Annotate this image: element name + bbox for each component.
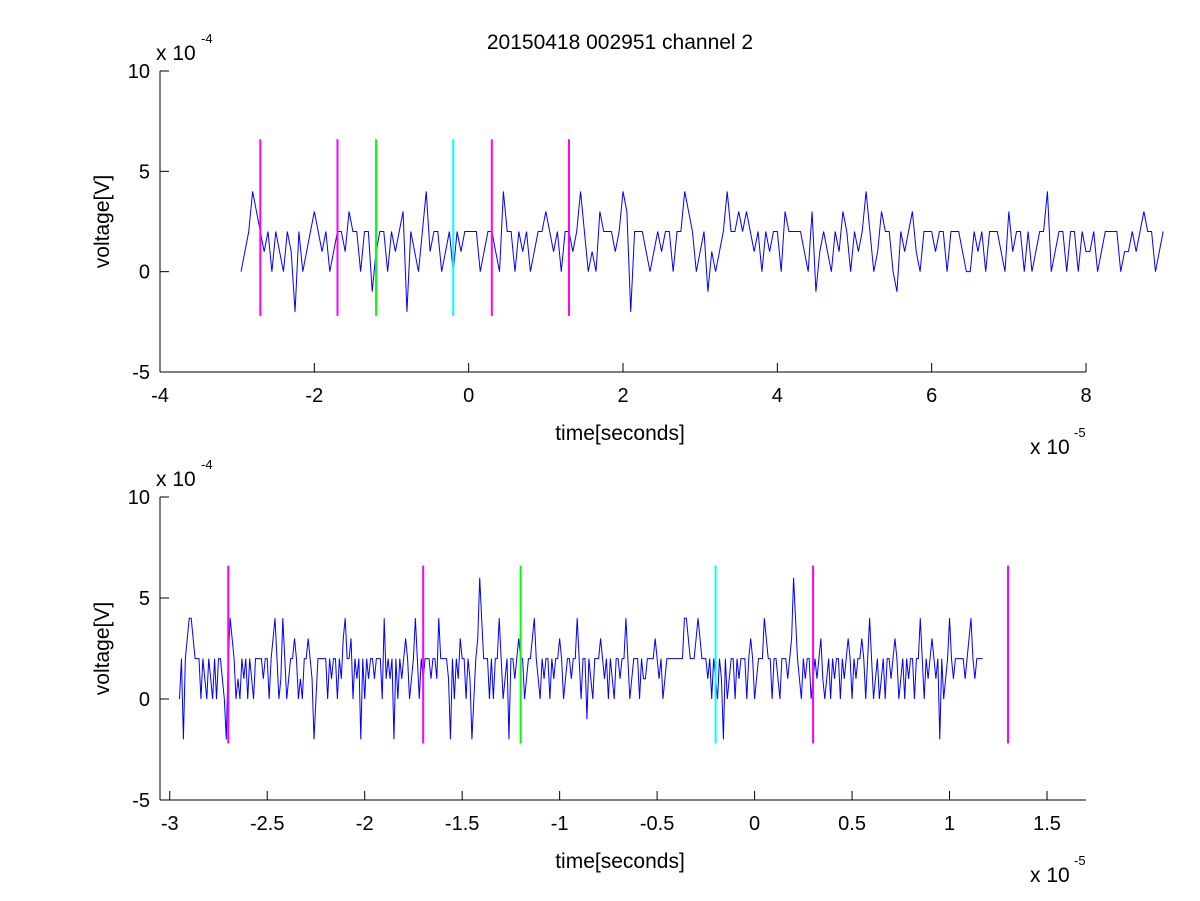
x-tick-label: 8 [1080, 385, 1091, 407]
y-axis-label: voltage[V] [91, 175, 114, 268]
y-tick-label: 0 [139, 689, 150, 711]
y-tick-label: 5 [139, 588, 150, 610]
x-exponent-power: -5 [1074, 425, 1086, 440]
x-tick-label: 0 [463, 385, 474, 407]
x-axis-label: time[seconds] [555, 422, 685, 445]
x-tick-label: 1.5 [1033, 813, 1061, 835]
x-tick-label: 0 [749, 813, 760, 835]
x-tick-label: -2 [305, 385, 323, 407]
signal-series [178, 577, 983, 740]
x-tick-label: -2.5 [250, 813, 284, 835]
bottom-plot-panel: -3 -2.5 -2 -1.5 -1 -0.5 0 0.5 1 1.5 -5 0 5 10 time[sec… [91, 457, 1086, 887]
x-tick-label: 1 [944, 813, 955, 835]
y-axis-label: voltage[V] [91, 602, 114, 695]
y-exponent-label: x 10 [156, 42, 196, 65]
y-exponent-power: -4 [201, 31, 213, 46]
x-tick-label: 4 [772, 385, 783, 407]
x-tick-label: -0.5 [640, 813, 674, 835]
y-tick-label: 10 [128, 487, 150, 509]
x-tick-label: 6 [926, 385, 937, 407]
x-axis-label: time[seconds] [555, 850, 685, 873]
x-tick-label: 2 [617, 385, 628, 407]
x-exponent-label: x 10 [1030, 864, 1070, 887]
x-tick-label: -3 [161, 813, 179, 835]
y-tick-label: 5 [139, 161, 150, 183]
y-tick-label: -5 [132, 362, 150, 384]
signal-series [240, 191, 1164, 312]
y-exponent-label: x 10 [156, 468, 196, 491]
x-tick-label: -1.5 [445, 813, 479, 835]
x-exponent-power: -5 [1074, 853, 1086, 868]
y-tick-label: 0 [139, 262, 150, 284]
x-tick-label: 0.5 [838, 813, 866, 835]
y-tick-label: 10 [128, 61, 150, 83]
x-tick-label: -2 [356, 813, 374, 835]
x-tick-label: -1 [551, 813, 569, 835]
top-plot-panel: -4 -2 0 2 4 6 8 -5 0 5 10 time[seconds] voltage[V] x … [91, 31, 1164, 459]
y-tick-label: -5 [132, 790, 150, 812]
x-tick-label: -4 [151, 385, 169, 407]
x-exponent-label: x 10 [1030, 436, 1070, 459]
y-exponent-power: -4 [201, 457, 213, 472]
figure-title: 20150418 002951 channel 2 [487, 31, 753, 54]
